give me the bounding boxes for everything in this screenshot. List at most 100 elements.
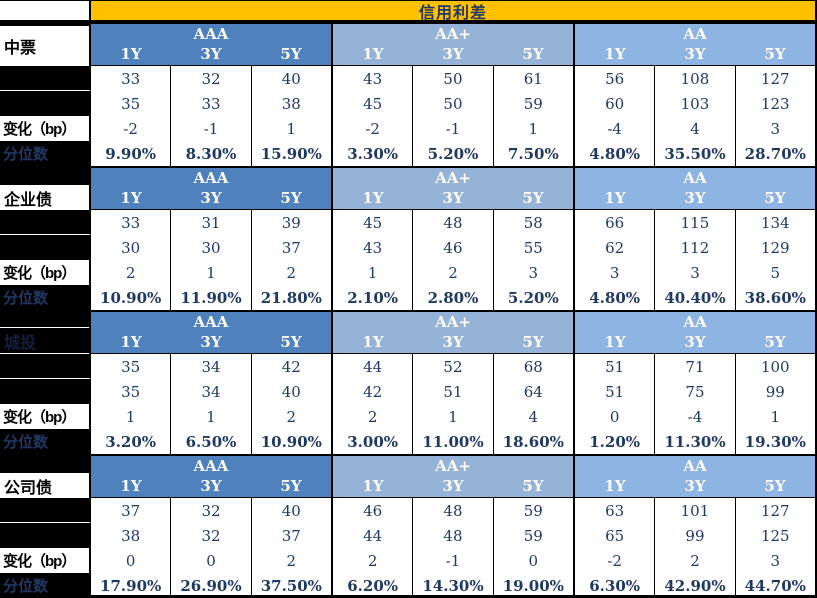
value-cell: 2: [654, 548, 734, 573]
rating-group: AA+ 1Y 3Y 5Y: [331, 24, 573, 65]
value-cell: 31: [170, 210, 250, 235]
value-cell: 21.80%: [250, 285, 331, 310]
table-section: 城投 AAA 1Y 3Y 5Y AA+ 1Y 3Y 5Y AA 1Y 3Y 5Y 35 34 42 44 52 68…: [0, 310, 817, 454]
value-cell: 11.00%: [412, 429, 492, 454]
row-label-change: 变化（bp）: [0, 260, 91, 285]
value-cell: 46: [330, 498, 412, 523]
value-cell: 18.60%: [492, 429, 573, 454]
value-cell: 17.90%: [100, 576, 162, 595]
value-cell: -2: [330, 116, 412, 141]
tenor-header: 3Y: [200, 189, 222, 207]
row-label-percentile: 分位数: [0, 429, 91, 454]
value-cell: 3: [572, 260, 654, 285]
data-row: 变化（bp） 0 0 2 2 -1 0 -2 2 3: [0, 548, 817, 573]
value-cell: 3: [734, 548, 815, 573]
value-cell: 48: [412, 498, 492, 523]
value-cell: 11.90%: [170, 285, 250, 310]
row-cells: 10.90% 11.90% 21.80% 2.10% 2.80% 5.20% 4.80% 40…: [91, 285, 817, 310]
value-cell: 101: [654, 498, 734, 523]
value-cell: 6.50%: [170, 429, 250, 454]
row-cells: 9.90% 8.30% 15.90% 3.30% 5.20% 7.50% 4.80% 35.5…: [91, 141, 817, 166]
row-label-change: 变化（bp）: [0, 548, 91, 573]
row-cells: 38 32 37 44 48 59 65 99 125: [91, 523, 817, 548]
row-label-change-text: 变化（bp）: [3, 553, 76, 570]
value-cell: 3.00%: [330, 429, 412, 454]
value-cell: 35: [121, 382, 141, 401]
value-cell: 100: [734, 354, 815, 379]
section-header-row: 公司债 AAA 1Y 3Y 5Y AA+ 1Y 3Y 5Y AA 1Y 3Y 5Y: [0, 454, 817, 498]
tenor-header: 1Y: [120, 333, 142, 351]
value-cell: 40: [250, 66, 331, 91]
data-row: 变化（bp） 2 1 2 1 2 3 3 3 5: [0, 260, 817, 285]
value-cell: 1: [170, 260, 250, 285]
tenor-header: 5Y: [280, 477, 302, 495]
tenor-header: 3Y: [684, 477, 706, 495]
tenor-header: 1Y: [362, 45, 384, 63]
data-row: 分位数 9.90% 8.30% 15.90% 3.30% 5.20% 7.50% 4.80% 3…: [0, 141, 817, 166]
tenor-header: 1Y: [120, 189, 142, 207]
value-cell: -1: [170, 116, 250, 141]
section-name: 企业债: [4, 191, 53, 209]
value-cell: 115: [654, 210, 734, 235]
rating-header: AAA: [193, 313, 229, 331]
value-cell: 64: [492, 379, 573, 404]
value-cell: 35: [121, 357, 141, 376]
tenor-header: 1Y: [604, 189, 626, 207]
rating-header: AA: [683, 169, 707, 187]
table-title: 信用利差: [91, 0, 817, 22]
section-header-row: 中票 AAA 1Y 3Y 5Y AA+ 1Y 3Y 5Y AA 1Y 3Y 5Y: [0, 22, 817, 66]
value-cell: -2: [572, 548, 654, 573]
row-label-change-text: 变化（bp）: [3, 121, 76, 138]
row-label-current: [0, 498, 91, 523]
value-cell: 4.80%: [572, 141, 654, 166]
data-row: 33 32 40 43 50 61 56 108 127: [0, 66, 817, 91]
value-cell: 68: [492, 354, 573, 379]
value-cell: 37: [250, 235, 331, 260]
value-cell: 39: [250, 210, 331, 235]
tenor-header-row: 1Y 3Y 5Y: [575, 44, 815, 65]
table-section: 中票 AAA 1Y 3Y 5Y AA+ 1Y 3Y 5Y AA 1Y 3Y 5Y 33 32 40 43 50 61…: [0, 22, 817, 166]
rating-group: AA 1Y 3Y 5Y: [573, 24, 815, 65]
rating-header: AA: [683, 457, 707, 475]
tenor-header: 5Y: [764, 45, 786, 63]
value-cell: 28.70%: [734, 141, 815, 166]
tenor-header: 5Y: [764, 333, 786, 351]
tenor-header: 5Y: [764, 189, 786, 207]
data-row: 分位数 3.20% 6.50% 10.90% 3.00% 11.00% 18.60% 1.20…: [0, 429, 817, 454]
section-label-cell: 企业债: [0, 166, 91, 210]
rating-header: AA+: [435, 313, 471, 331]
value-cell: 71: [654, 354, 734, 379]
value-cell: 3.30%: [330, 141, 412, 166]
row-label-previous: [0, 91, 91, 116]
value-cell: 32: [170, 523, 250, 548]
row-label-previous: [0, 235, 91, 260]
rating-header: AAA: [193, 25, 229, 43]
value-cell: 44: [330, 354, 412, 379]
value-cell: 1: [412, 404, 492, 429]
tenor-header: 3Y: [442, 333, 464, 351]
value-cell: 45: [330, 210, 412, 235]
value-cell: 2: [250, 260, 331, 285]
rating-header: AA+: [435, 169, 471, 187]
value-cell: 32: [170, 498, 250, 523]
data-row: 37 32 40 46 48 59 63 101 127: [0, 498, 817, 523]
row-label-percentile-text: 分位数: [3, 290, 49, 307]
value-cell: 75: [654, 379, 734, 404]
row-label-current: [0, 66, 91, 91]
rating-group: AAA 1Y 3Y 5Y: [91, 456, 331, 497]
rating-header: AA+: [435, 25, 471, 43]
row-label-change: 变化（bp）: [0, 116, 91, 141]
value-cell: 4.80%: [572, 285, 654, 310]
value-cell: 99: [654, 523, 734, 548]
section-label-cell: 中票: [0, 22, 91, 66]
row-label-current: [0, 354, 91, 379]
data-row: 35 34 40 42 51 64 51 75 99: [0, 379, 817, 404]
rating-groups: AAA 1Y 3Y 5Y AA+ 1Y 3Y 5Y AA 1Y 3Y 5Y: [91, 454, 817, 498]
rating-groups: AAA 1Y 3Y 5Y AA+ 1Y 3Y 5Y AA 1Y 3Y 5Y: [91, 166, 817, 210]
value-cell: 2.80%: [412, 285, 492, 310]
row-cells: 30 30 37 43 46 55 62 112 129: [91, 235, 817, 260]
section-header-row: 企业债 AAA 1Y 3Y 5Y AA+ 1Y 3Y 5Y AA 1Y 3Y 5Y: [0, 166, 817, 210]
value-cell: 1: [492, 116, 573, 141]
value-cell: -4: [654, 404, 734, 429]
